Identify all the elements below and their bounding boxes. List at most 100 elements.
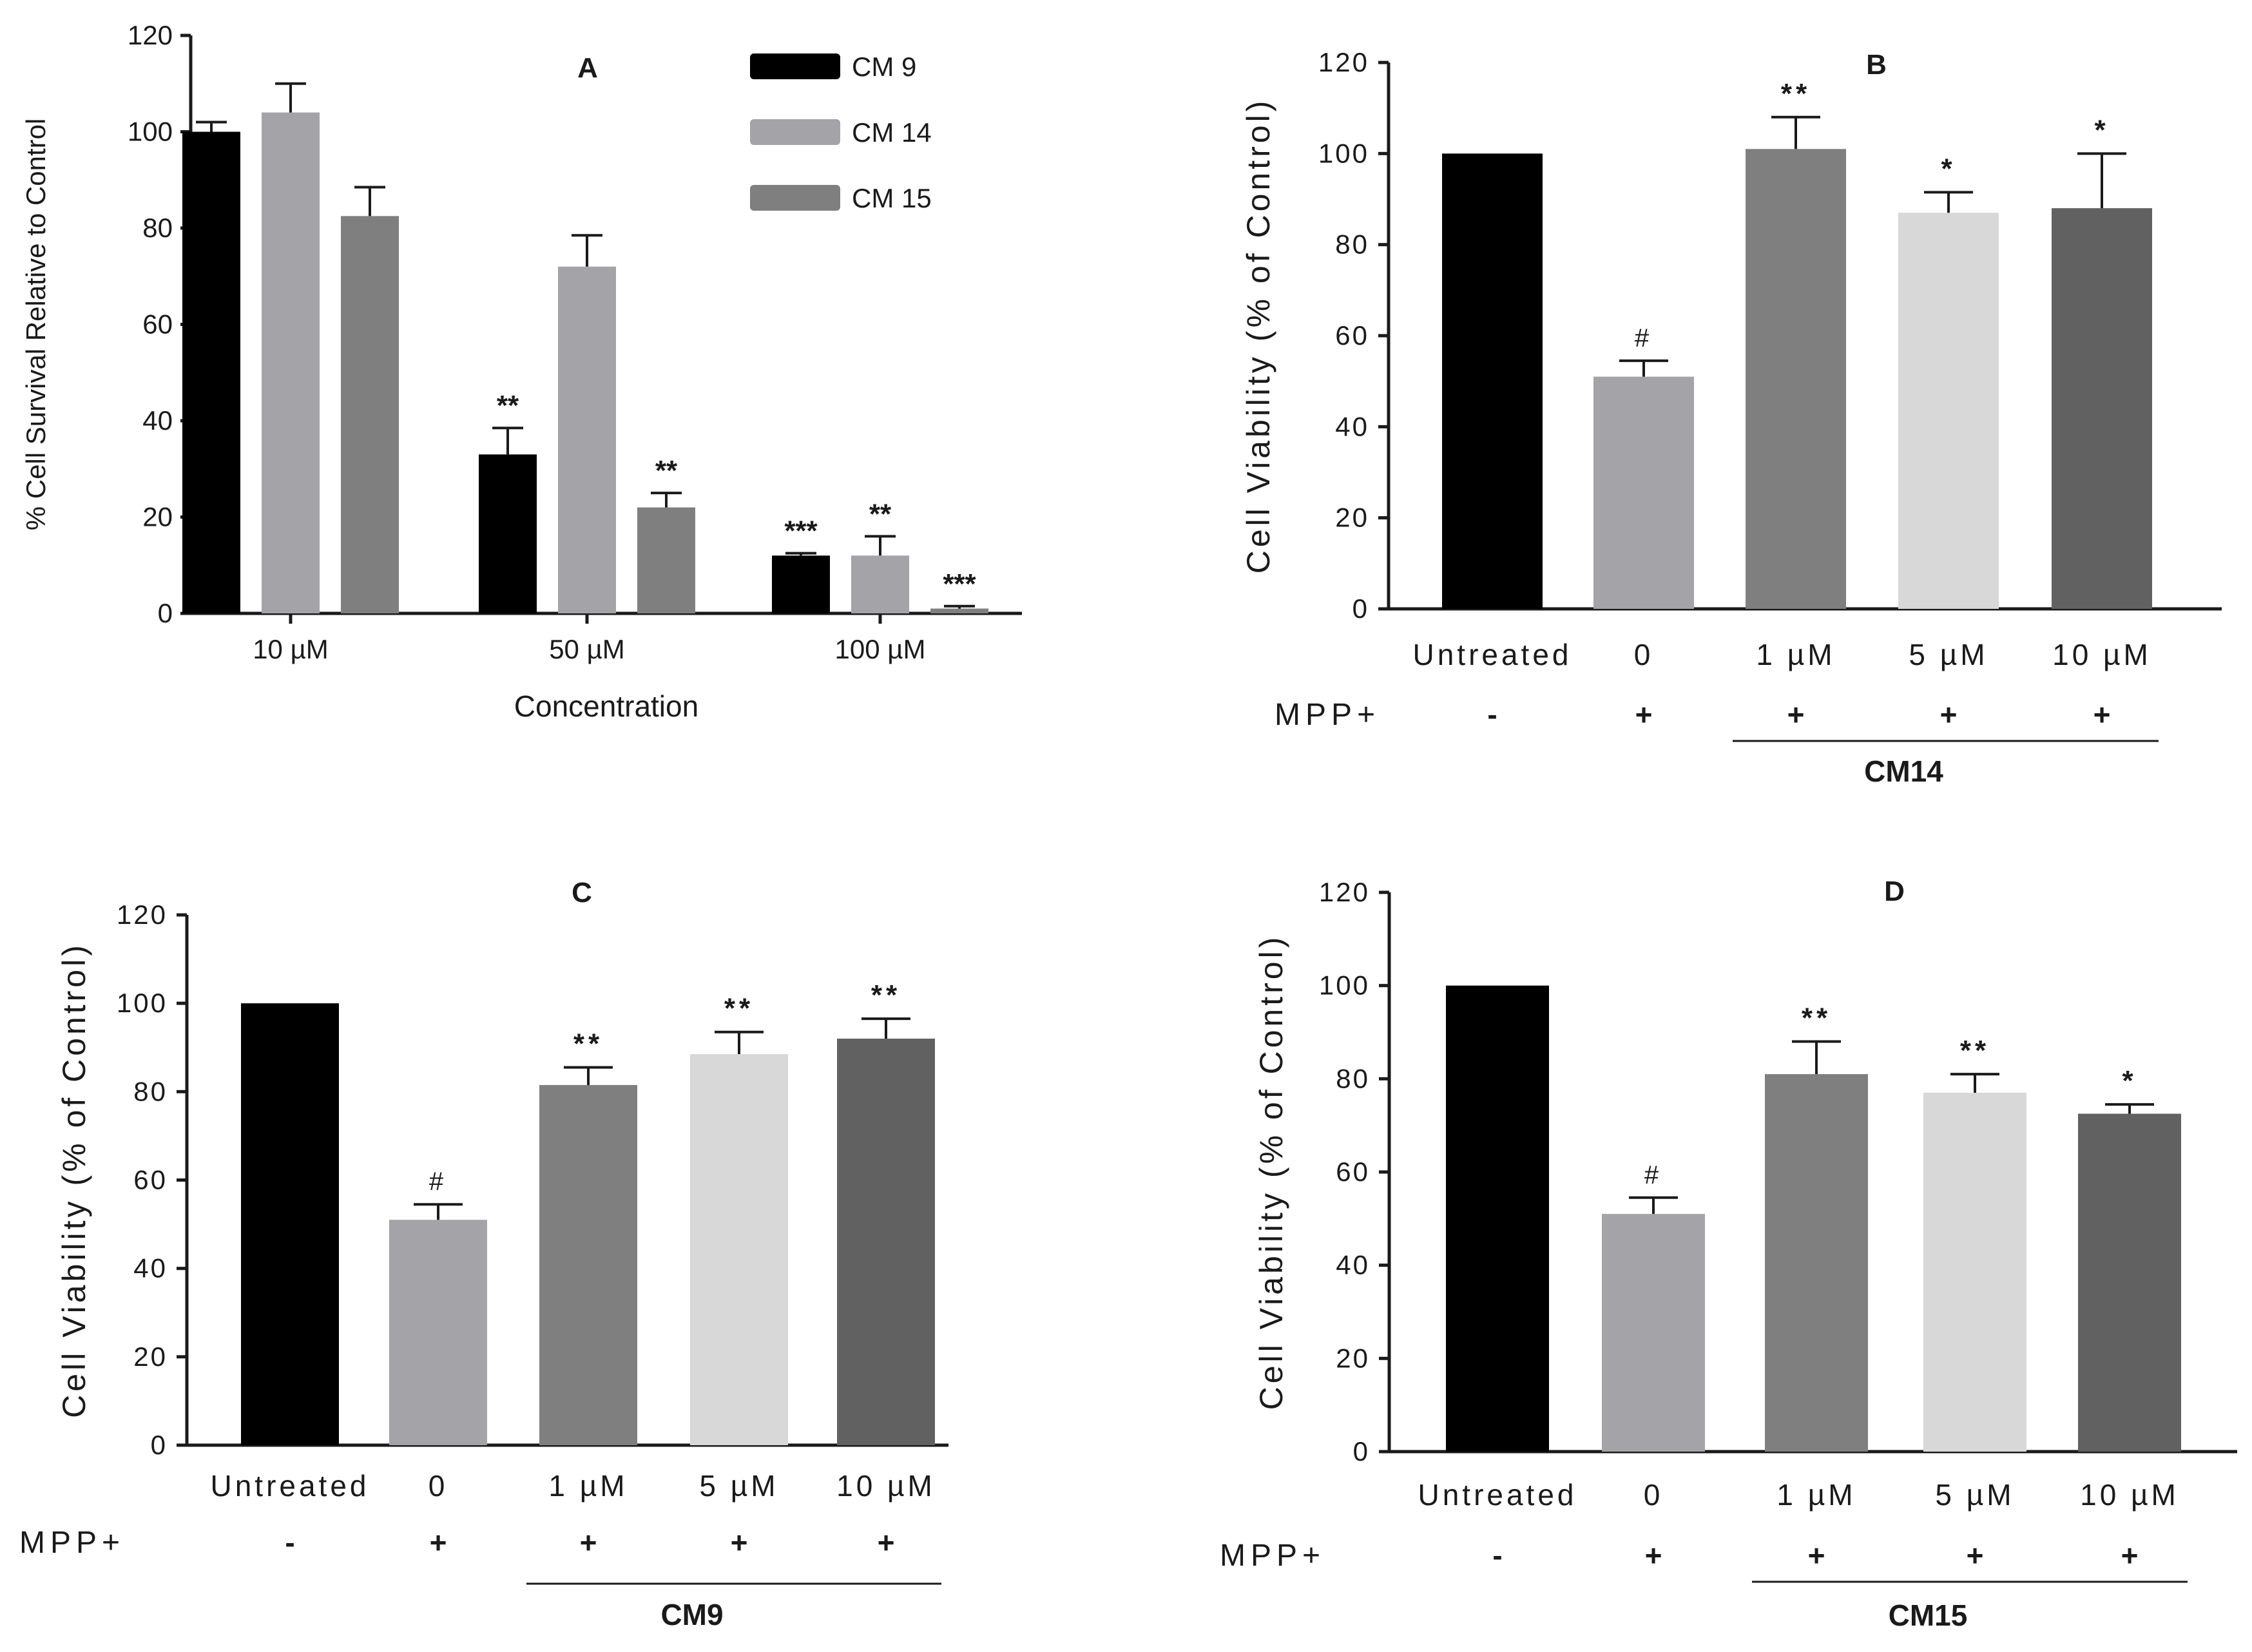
- bar: [479, 454, 537, 613]
- y-tick-label: 0: [1352, 593, 1369, 624]
- bar: [2078, 1113, 2181, 1452]
- group-label: CM9: [660, 1598, 723, 1631]
- y-tick-label: 60: [133, 1165, 168, 1195]
- y-tick-label: 40: [1336, 1250, 1370, 1280]
- bar: [1593, 376, 1694, 609]
- y-tick-label: 80: [133, 1076, 168, 1106]
- bar: [837, 1039, 935, 1445]
- mpp-indicator: +: [1940, 698, 1958, 731]
- legend-swatch: [750, 53, 840, 79]
- x-tick-label: 0: [1644, 1478, 1664, 1512]
- x-tick-label: 1 µM: [548, 1469, 628, 1503]
- y-tick-label: 80: [142, 213, 173, 243]
- mpp-indicator: +: [1635, 698, 1653, 731]
- bar: [182, 131, 240, 613]
- legend-swatch: [750, 119, 840, 145]
- legend-swatch: [750, 185, 840, 211]
- mpp-indicator: +: [878, 1526, 895, 1559]
- bar: [1446, 985, 1549, 1452]
- x-axis-label: Concentration: [514, 689, 698, 723]
- y-tick-label: 40: [142, 405, 173, 436]
- significance-marker: #: [429, 1167, 447, 1196]
- significance-marker: **: [871, 979, 901, 1011]
- x-tick-label: 5 µM: [1935, 1478, 2014, 1512]
- x-tick-label: 10 µM: [2080, 1478, 2179, 1512]
- significance-marker: ***: [784, 515, 818, 547]
- mpp-row-label: MPP+: [1275, 698, 1380, 732]
- mpp-indicator: +: [2121, 1539, 2139, 1572]
- panel-title: D: [1884, 876, 1905, 907]
- y-axis-label: Cell Viability (% of Control): [1253, 934, 1289, 1410]
- y-tick-label: 120: [117, 899, 168, 930]
- significance-marker: *: [2122, 1065, 2137, 1097]
- y-axis-label: Cell Viability (% of Control): [1240, 98, 1276, 574]
- bar: [930, 608, 988, 613]
- bar: [1442, 153, 1543, 610]
- mpp-indicator: +: [580, 1526, 597, 1559]
- y-tick-label: 20: [1335, 503, 1369, 533]
- mpp-indicator: +: [731, 1526, 748, 1559]
- x-tick-label: 10 µM: [2052, 638, 2151, 671]
- legend-label: CM 14: [852, 117, 932, 148]
- bar: [558, 266, 616, 613]
- mpp-indicator: +: [1808, 1539, 1825, 1572]
- panel-a: 0 20 40 60 80 100 120 % Cell Survival Relative …: [21, 20, 1022, 723]
- mpp-indicator: -: [1487, 698, 1497, 731]
- y-axis-label: % Cell Survival Relative to Control: [21, 119, 51, 531]
- x-tick-label: 10 µM: [253, 634, 329, 664]
- panel-d: 0 20 40 60 80 100 120 Cell Viability (% of Cont…: [1220, 876, 2237, 1632]
- y-tick-label: 120: [1318, 47, 1369, 77]
- y-tick-label: 20: [1336, 1343, 1370, 1373]
- y-tick-label: 80: [1335, 229, 1369, 260]
- mpp-row-label: MPP+: [19, 1526, 125, 1560]
- group-label: CM14: [1864, 754, 1943, 788]
- x-tick-label: 10 µM: [836, 1469, 936, 1503]
- y-tick-label: 100: [117, 988, 168, 1018]
- significance-marker: *: [1941, 153, 1956, 184]
- mpp-indicator: +: [1967, 1539, 1984, 1572]
- bar: [1898, 213, 1999, 609]
- bar: [389, 1220, 487, 1445]
- y-tick-label: 0: [158, 598, 173, 628]
- y-tick-label: 60: [1335, 320, 1369, 351]
- x-tick-label: 0: [1634, 638, 1654, 671]
- y-tick-label: 100: [128, 117, 173, 147]
- mpp-indicator: +: [430, 1526, 447, 1559]
- x-tick-label: 0: [428, 1469, 448, 1503]
- significance-marker: **: [1781, 78, 1811, 110]
- bar: [851, 555, 909, 613]
- bar: [1765, 1074, 1868, 1452]
- y-tick-label: 100: [1318, 138, 1369, 168]
- bar: [1746, 149, 1846, 609]
- panel-b: 0 20 40 60 80 100 120 Cell Viability (% of Cont…: [1240, 47, 2222, 788]
- mpp-indicator: +: [1645, 1539, 1662, 1572]
- panel-title: A: [577, 52, 598, 84]
- x-tick-label: Untreated: [210, 1469, 369, 1503]
- bar: [637, 507, 695, 613]
- bar: [690, 1054, 788, 1445]
- significance-marker: #: [1644, 1161, 1662, 1189]
- bar: [539, 1085, 637, 1445]
- significance-marker: **: [724, 993, 754, 1024]
- y-tick-label: 40: [133, 1253, 168, 1283]
- panel-title: B: [1866, 49, 1887, 81]
- significance-marker: #: [1635, 324, 1653, 352]
- x-tick-label: 5 µM: [699, 1469, 778, 1503]
- x-tick-label: 50 µM: [549, 634, 625, 664]
- panel-c: 0 20 40 60 80 100 120 Cell Viability (% of Cont…: [19, 877, 948, 1631]
- bar: [241, 1003, 339, 1445]
- y-tick-label: 0: [151, 1430, 168, 1460]
- x-tick-label: Untreated: [1418, 1478, 1577, 1512]
- mpp-indicator: +: [1787, 698, 1805, 731]
- group-label: CM15: [1889, 1599, 1968, 1632]
- y-tick-label: 80: [1336, 1063, 1370, 1093]
- significance-marker: **: [655, 455, 678, 486]
- mpp-row-label: MPP+: [1220, 1539, 1325, 1573]
- significance-marker: **: [573, 1028, 603, 1060]
- y-axis-label: Cell Viability (% of Control): [56, 942, 92, 1418]
- mpp-indicator: -: [1492, 1539, 1502, 1572]
- bar: [262, 112, 320, 614]
- y-tick-label: 120: [1319, 877, 1370, 907]
- significance-marker: **: [869, 498, 892, 530]
